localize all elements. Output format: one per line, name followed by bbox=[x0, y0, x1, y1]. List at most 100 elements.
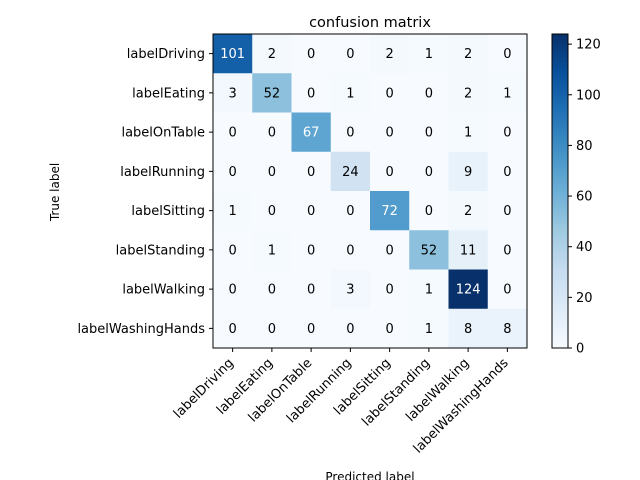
matrix-cell bbox=[370, 112, 410, 153]
cell-value-label: 0 bbox=[307, 165, 315, 180]
cell-value-label: 24 bbox=[342, 165, 359, 180]
matrix-cell bbox=[370, 73, 410, 113]
matrix-cell bbox=[370, 191, 410, 231]
cell-value-label: 0 bbox=[385, 322, 393, 337]
cell-value-label: 1 bbox=[425, 322, 433, 337]
matrix-cell bbox=[252, 308, 292, 349]
y-tick-label: labelOnTable bbox=[121, 126, 205, 141]
matrix-cell bbox=[409, 34, 449, 74]
matrix-cell bbox=[330, 112, 371, 153]
cell-value-label: 0 bbox=[503, 126, 511, 141]
matrix-cell bbox=[291, 34, 332, 74]
y-tick-label: labelWashingHands bbox=[77, 322, 205, 337]
colorbar-tick-label: 40 bbox=[576, 240, 593, 255]
colorbar-tick-label: 60 bbox=[576, 190, 593, 205]
cell-value-label: 72 bbox=[381, 204, 398, 219]
colorbar: 0 20 40 60 80 100 120 bbox=[551, 33, 601, 357]
matrix-cell bbox=[291, 308, 332, 349]
cell-value-label: 0 bbox=[503, 243, 511, 258]
cell-value-label: 52 bbox=[264, 86, 281, 101]
cell-value-label: 11 bbox=[460, 243, 477, 258]
matrix-cell bbox=[448, 269, 489, 310]
cell-value-label: 0 bbox=[228, 126, 236, 141]
cell-value-label: 0 bbox=[385, 243, 393, 258]
cell-value-label: 67 bbox=[303, 126, 320, 141]
y-axis-label: True label bbox=[48, 163, 62, 222]
matrix-cell bbox=[409, 151, 449, 192]
y-tick-label: labelDriving bbox=[127, 47, 205, 62]
cell-value-label: 0 bbox=[385, 283, 393, 298]
matrix-cell bbox=[487, 34, 528, 74]
matrix-cell bbox=[448, 151, 489, 192]
cell-value-label: 0 bbox=[346, 322, 354, 337]
y-tick-labels: labelDriving labelEating labelOnTable label… bbox=[77, 47, 213, 337]
matrix-cell bbox=[213, 151, 253, 192]
cell-value-label: 0 bbox=[503, 204, 511, 219]
matrix-cell bbox=[252, 112, 292, 153]
matrix-cell bbox=[252, 73, 292, 113]
cell-value-label: 9 bbox=[464, 165, 472, 180]
matrix-cell bbox=[291, 112, 332, 153]
cell-value-label: 0 bbox=[346, 204, 354, 219]
cell-value-label: 0 bbox=[268, 165, 276, 180]
matrix-cell bbox=[448, 308, 489, 349]
matrix-cell bbox=[448, 73, 489, 113]
matrix-cell bbox=[487, 308, 528, 349]
cell-value-label: 0 bbox=[346, 126, 354, 141]
cell-value-label: 0 bbox=[228, 283, 236, 298]
cell-value-label: 3 bbox=[346, 283, 354, 298]
matrix-cell bbox=[330, 34, 371, 74]
cell-value-label: 0 bbox=[268, 322, 276, 337]
matrix-cell bbox=[370, 308, 410, 349]
cell-value-label: 1 bbox=[425, 47, 433, 62]
matrix-cell bbox=[252, 151, 292, 192]
matrix-cell bbox=[370, 269, 410, 310]
matrix-cell bbox=[448, 34, 489, 74]
matrix-cell bbox=[291, 151, 332, 192]
matrix-cell bbox=[330, 73, 371, 113]
matrix-cell bbox=[448, 230, 489, 270]
matrix-cell bbox=[487, 73, 528, 113]
cell-value-label: 0 bbox=[268, 204, 276, 219]
cell-value-label: 1 bbox=[228, 204, 236, 219]
cell-value-label: 0 bbox=[503, 165, 511, 180]
cell-value-label: 8 bbox=[503, 322, 511, 337]
cell-value-label: 1 bbox=[464, 126, 472, 141]
matrix-cell bbox=[487, 191, 528, 231]
matrix-cell bbox=[330, 269, 371, 310]
matrix-cell bbox=[213, 269, 253, 310]
y-tick-label: labelSitting bbox=[131, 204, 205, 219]
cell-value-label: 3 bbox=[228, 86, 236, 101]
cell-value-label: 0 bbox=[307, 86, 315, 101]
cell-value-label: 52 bbox=[421, 243, 438, 258]
matrix-cell bbox=[213, 308, 253, 349]
matrix-cell bbox=[330, 308, 371, 349]
matrix-cell bbox=[409, 230, 449, 270]
x-axis-label: Predicted label bbox=[325, 470, 414, 480]
matrix-cell bbox=[370, 151, 410, 192]
cell-value-label: 0 bbox=[307, 283, 315, 298]
matrix-cell bbox=[213, 191, 253, 231]
matrix-cell bbox=[291, 230, 332, 270]
matrix-cell bbox=[213, 34, 253, 74]
matrix-cell bbox=[370, 34, 410, 74]
cell-value-label: 0 bbox=[268, 283, 276, 298]
cell-value-label: 0 bbox=[385, 165, 393, 180]
cell-value-label: 2 bbox=[385, 47, 393, 62]
matrix-cell bbox=[448, 191, 489, 231]
cell-value-label: 0 bbox=[503, 47, 511, 62]
cell-value-label: 0 bbox=[228, 243, 236, 258]
y-tick-label: labelRunning bbox=[120, 165, 205, 180]
matrix-cell bbox=[330, 230, 371, 270]
cell-value-label: 0 bbox=[346, 243, 354, 258]
cell-value-label: 0 bbox=[385, 126, 393, 141]
matrix-cell bbox=[409, 112, 449, 153]
cell-value-label: 0 bbox=[425, 165, 433, 180]
cell-value-label: 2 bbox=[464, 86, 472, 101]
matrix-cell bbox=[409, 308, 449, 349]
matrix-cells: 101 2 0 0 2 1 2 03 52 0 1 0 0 2 10 0 67 0 0 0 1 00 0 0 24 0 0 9 01 0 0… bbox=[213, 34, 528, 349]
matrix-cell bbox=[252, 269, 292, 310]
cell-value-label: 1 bbox=[503, 86, 511, 101]
cell-value-label: 2 bbox=[464, 204, 472, 219]
